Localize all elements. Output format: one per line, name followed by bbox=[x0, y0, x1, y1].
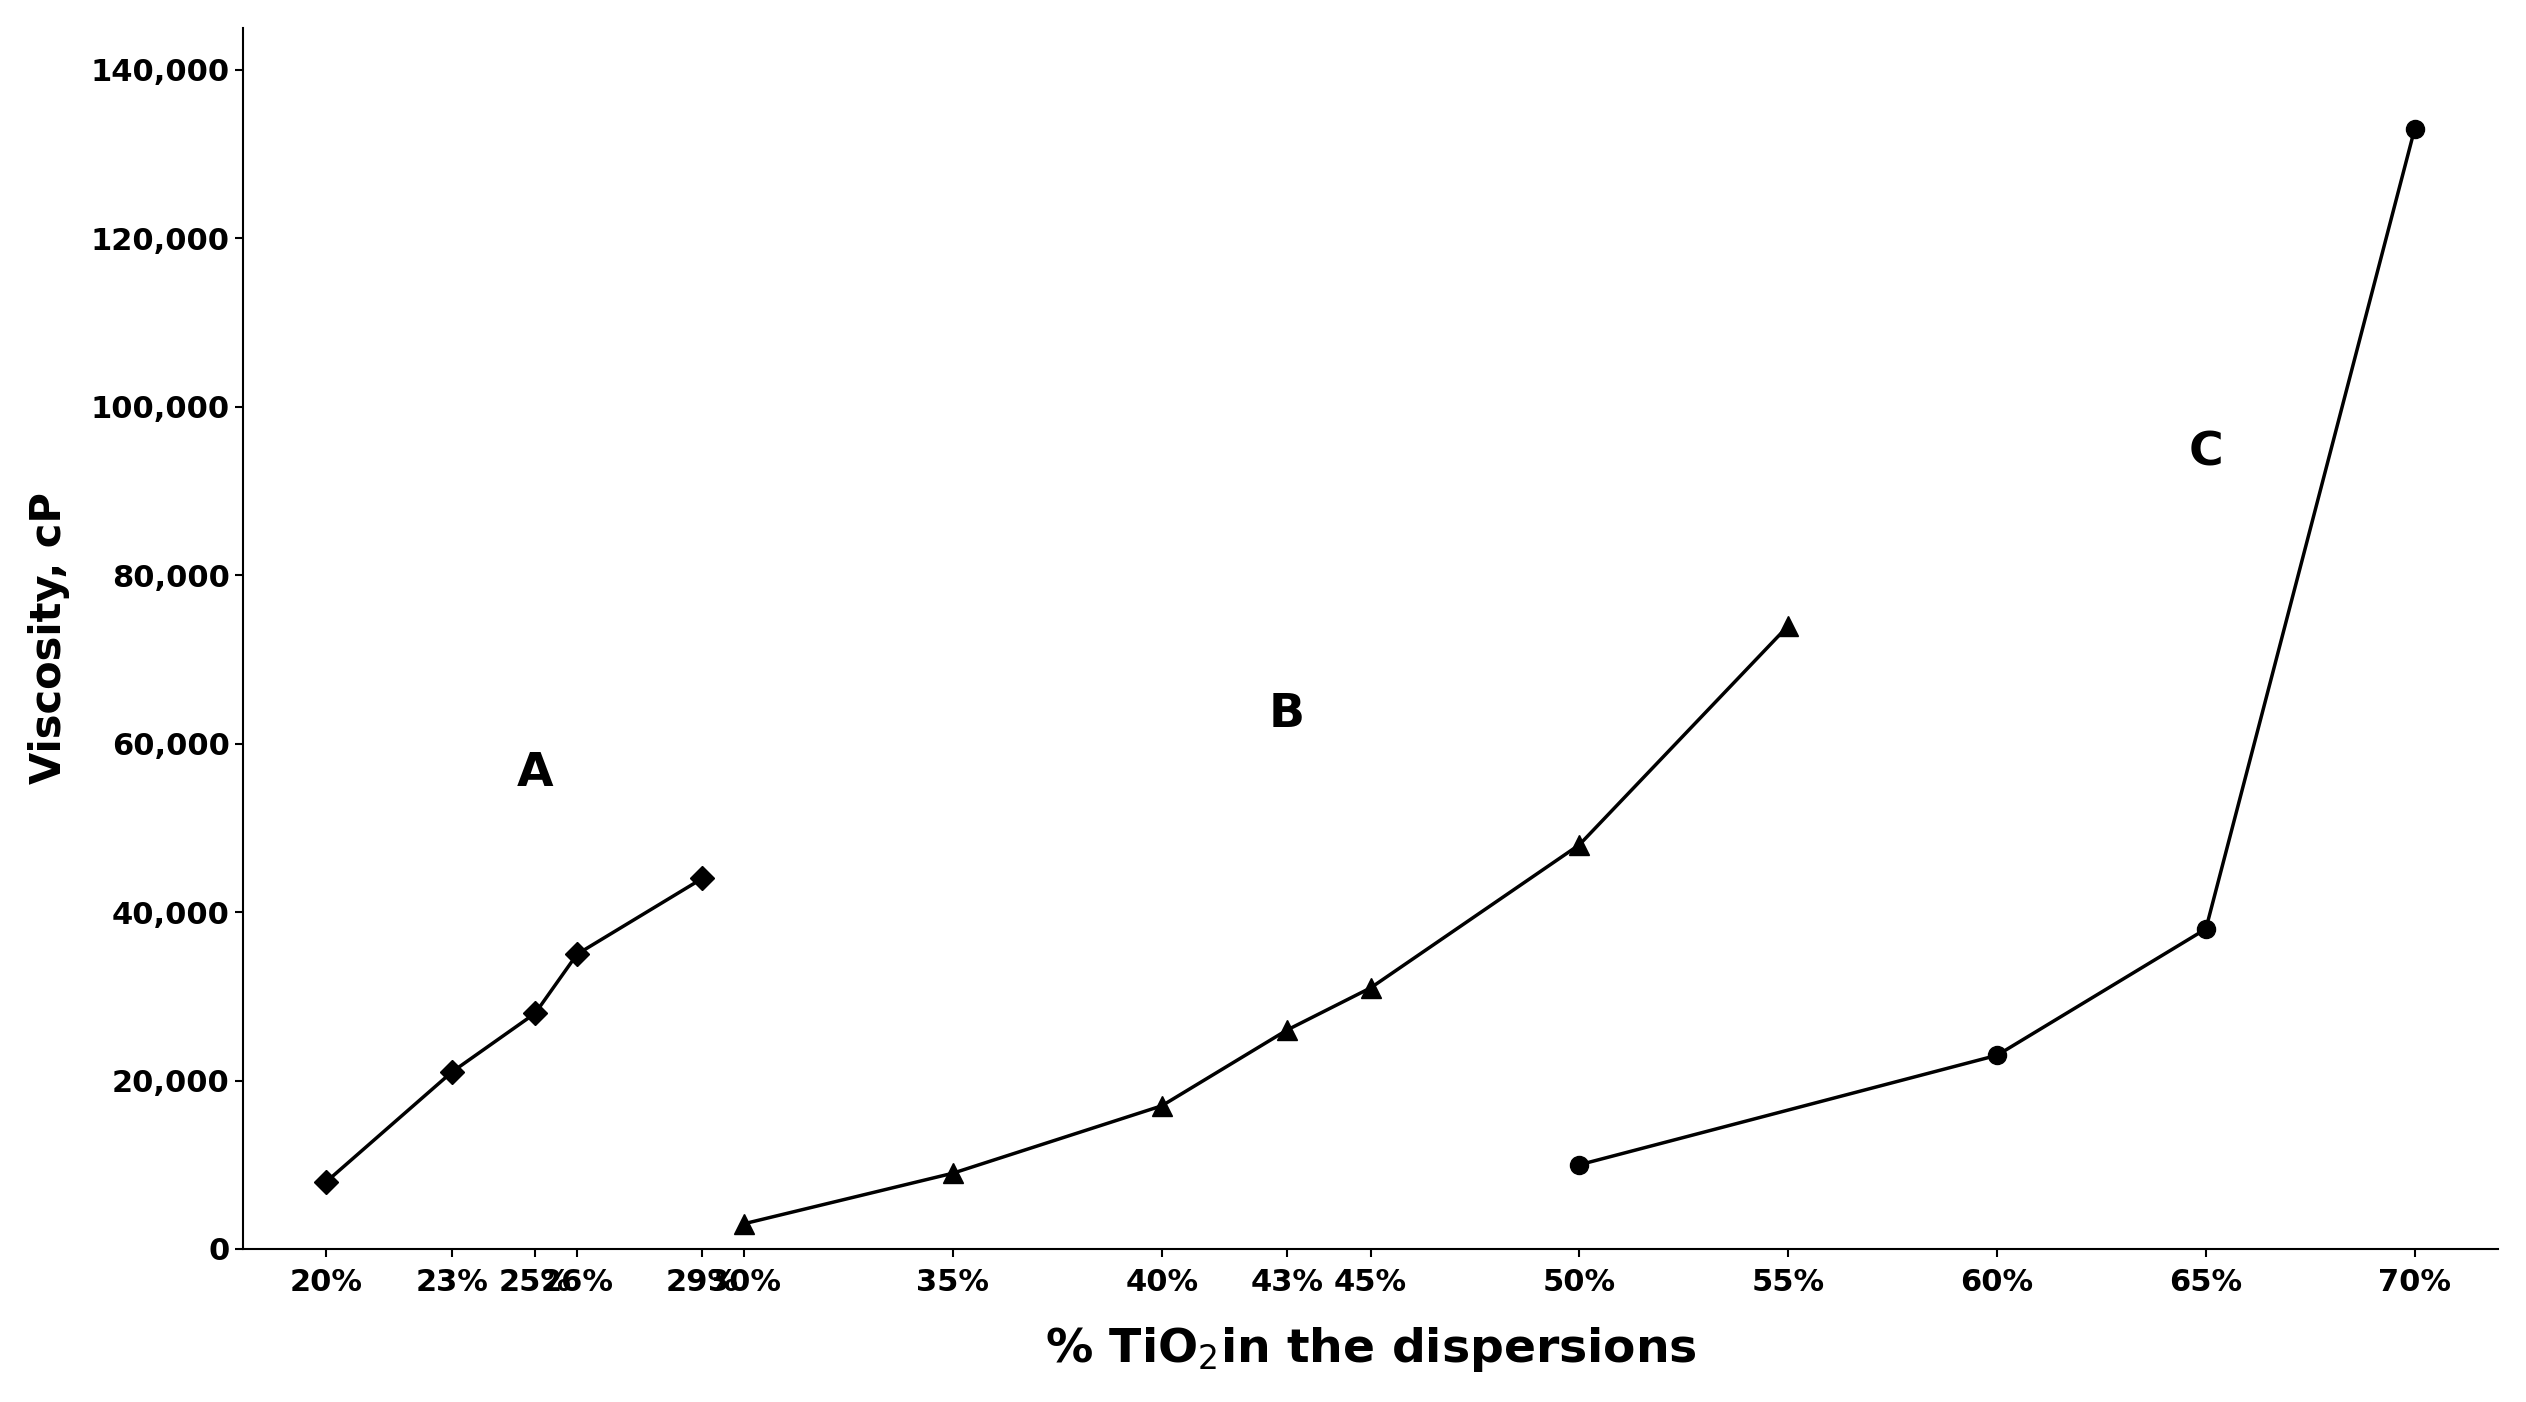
X-axis label: % TiO$_2$in the dispersions: % TiO$_2$in the dispersions bbox=[1046, 1325, 1697, 1374]
Text: C: C bbox=[2188, 430, 2223, 475]
Text: B: B bbox=[1268, 691, 1306, 737]
Y-axis label: Viscosity, cP: Viscosity, cP bbox=[28, 492, 71, 784]
Text: A: A bbox=[518, 751, 553, 796]
